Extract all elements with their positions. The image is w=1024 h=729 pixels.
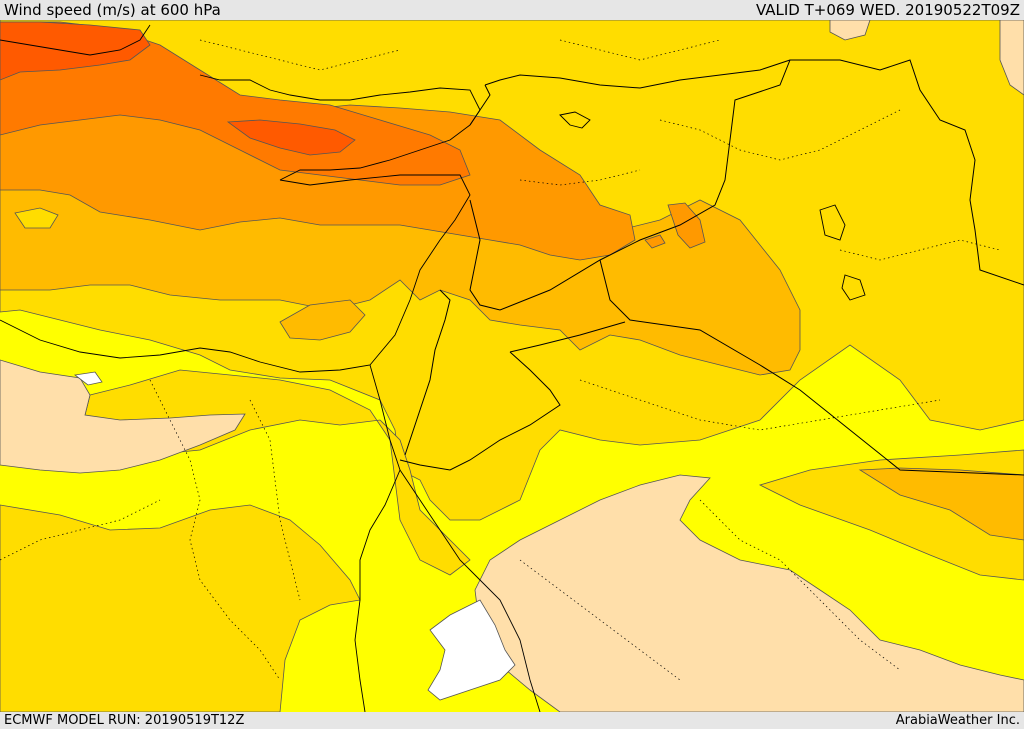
band-15-20-southwest bbox=[0, 504, 361, 712]
band-5-10-south bbox=[474, 474, 1024, 712]
valid-time: VALID T+069 WED. 20190522T09Z bbox=[755, 1, 1020, 19]
band-30-35 bbox=[0, 21, 471, 186]
map-canvas bbox=[0, 20, 1024, 712]
band-5-10-northeast bbox=[999, 20, 1024, 96]
band-gt35-central bbox=[226, 119, 356, 156]
coastlines bbox=[0, 24, 866, 712]
band-gt35-northwest bbox=[0, 21, 151, 81]
map-title: Wind speed (m/s) at 600 hPa bbox=[4, 1, 221, 19]
band-lt5-small bbox=[74, 371, 103, 386]
band-25-30-patch-a bbox=[667, 202, 706, 249]
band-5-10-west bbox=[0, 359, 246, 474]
band-5-10-north bbox=[829, 20, 871, 41]
header-bar: Wind speed (m/s) at 600 hPa VALID T+069 … bbox=[0, 0, 1024, 20]
band-lt5 bbox=[427, 599, 516, 701]
internal-borders bbox=[0, 39, 1001, 681]
band-20-25-east-patch bbox=[858, 467, 1024, 541]
country-borders bbox=[399, 59, 1024, 476]
wind-speed-map bbox=[0, 20, 1024, 712]
band-15-20-patch bbox=[14, 207, 59, 229]
footer-bar: ECMWF MODEL RUN: 20190519T12Z ArabiaWeat… bbox=[0, 712, 1024, 729]
credit-text: ArabiaWeather Inc. bbox=[895, 713, 1020, 728]
model-run: ECMWF MODEL RUN: 20190519T12Z bbox=[4, 713, 245, 728]
band-25-30-patch-c bbox=[279, 299, 366, 341]
band-25-30-patch-b bbox=[644, 234, 666, 249]
